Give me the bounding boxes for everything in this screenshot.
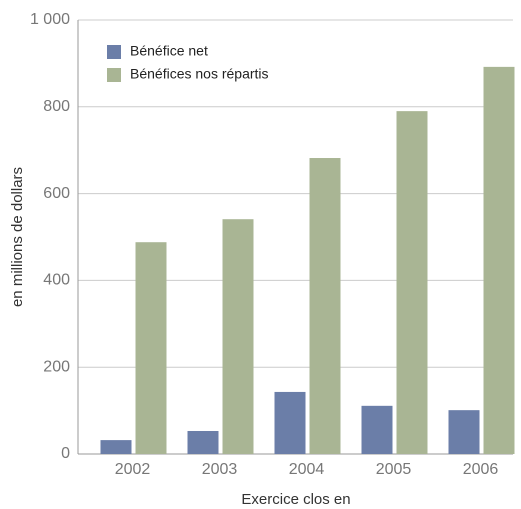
legend-label: Bénéfice net [130, 43, 208, 59]
bar [448, 410, 480, 454]
bar [135, 242, 167, 454]
bar [187, 430, 219, 454]
y-tick-label: 200 [43, 358, 70, 375]
legend-swatch [107, 45, 121, 59]
bar [222, 219, 254, 454]
x-tick-label: 2004 [289, 461, 325, 478]
y-tick-label: 400 [43, 272, 70, 289]
x-tick-label: 2002 [115, 461, 151, 478]
bar [396, 111, 428, 454]
y-tick-label: 600 [43, 185, 70, 202]
y-axis-label: en millions de dollars [9, 167, 26, 307]
bar [309, 158, 341, 454]
legend-label: Bénéfices nos répartis [130, 66, 269, 82]
x-tick-label: 2005 [376, 461, 412, 478]
bar [361, 405, 393, 454]
y-tick-label: 800 [43, 98, 70, 115]
y-tick-label: 1 000 [30, 11, 70, 28]
x-tick-label: 2006 [463, 461, 499, 478]
y-tick-label: 0 [61, 445, 70, 462]
bar [100, 440, 132, 454]
bar [483, 66, 515, 454]
bar [274, 391, 306, 454]
legend-swatch [107, 68, 121, 82]
x-tick-label: 2003 [202, 461, 238, 478]
x-axis-label: Exercice clos en [241, 491, 350, 508]
